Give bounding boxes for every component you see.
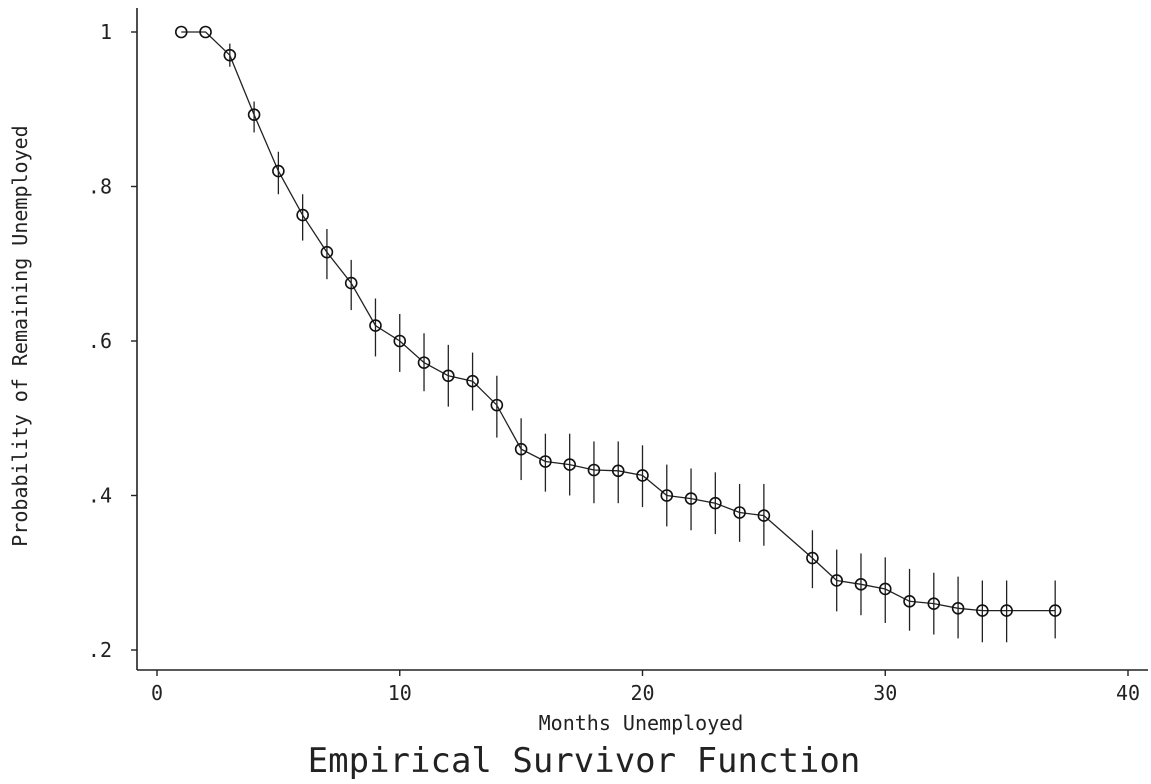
data-point xyxy=(830,574,844,587)
data-point xyxy=(514,442,528,456)
data-point xyxy=(636,469,649,482)
data-point xyxy=(296,208,309,222)
tick-group: .2.4.6.810 10 20 30 40 xyxy=(88,20,1140,705)
y-tick-label: .2 xyxy=(88,638,112,662)
data-points xyxy=(174,25,1062,617)
error-bars xyxy=(229,43,1056,643)
data-point xyxy=(441,369,455,383)
chart-title: Empirical Survivor Function xyxy=(308,741,861,781)
y-tick-label: .8 xyxy=(88,175,112,199)
data-point xyxy=(951,601,965,615)
data-point xyxy=(927,597,941,610)
data-point xyxy=(976,604,989,617)
data-point xyxy=(733,506,746,519)
x-tick-label: 0 xyxy=(151,681,163,705)
data-point xyxy=(806,551,819,565)
plot-area xyxy=(174,25,1062,643)
data-point xyxy=(1000,604,1013,617)
data-point xyxy=(466,374,479,388)
data-point xyxy=(709,496,722,510)
y-tick-label: 1 xyxy=(100,20,112,44)
data-point xyxy=(223,48,237,62)
series-line xyxy=(181,31,1056,612)
data-point xyxy=(417,356,431,369)
x-tick-label: 20 xyxy=(630,681,654,705)
data-point xyxy=(563,458,576,471)
data-point xyxy=(393,334,407,348)
data-point xyxy=(369,319,382,332)
data-point xyxy=(1048,604,1062,617)
y-axis-title: Probability of Remaining Unemployed xyxy=(8,125,32,546)
data-point xyxy=(903,595,916,608)
data-point xyxy=(199,25,212,39)
x-tick-label: 10 xyxy=(388,681,412,705)
data-point xyxy=(878,582,892,596)
data-point xyxy=(757,509,771,522)
data-point xyxy=(344,276,358,290)
data-point xyxy=(539,455,552,468)
y-tick-label: .6 xyxy=(88,329,112,353)
x-axis-title: Months Unemployed xyxy=(539,711,744,735)
data-point xyxy=(660,489,674,502)
data-point xyxy=(854,578,868,591)
data-point xyxy=(587,463,601,477)
x-tick-label: 30 xyxy=(873,681,897,705)
x-tick-label: 40 xyxy=(1116,681,1140,705)
data-point xyxy=(272,164,285,178)
data-point xyxy=(174,25,188,39)
data-point xyxy=(611,464,625,478)
data-point xyxy=(247,108,261,121)
axes xyxy=(136,8,1148,671)
data-point xyxy=(684,492,698,505)
y-tick-label: .4 xyxy=(88,484,112,508)
data-point xyxy=(490,398,504,412)
data-point xyxy=(320,245,334,259)
